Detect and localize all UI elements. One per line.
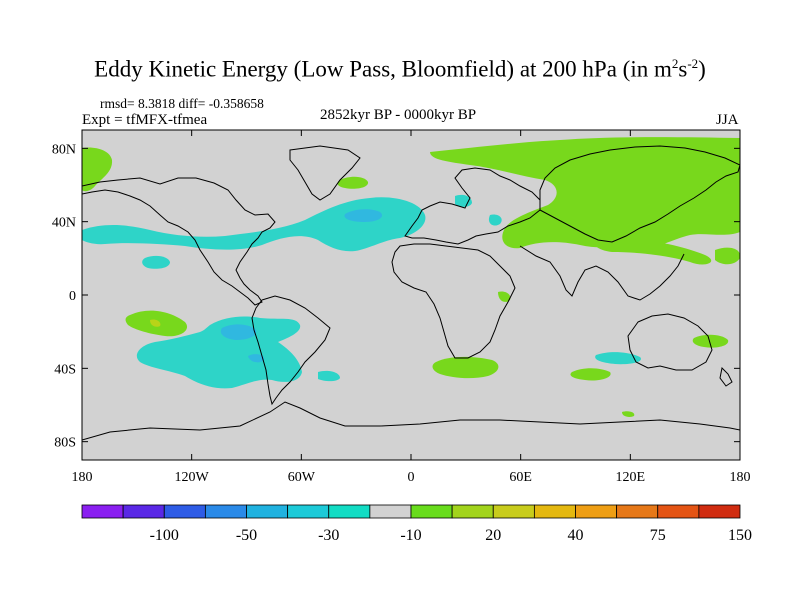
region-cyan-sa-small	[318, 370, 340, 382]
region-cyan-atlantic-small	[455, 194, 472, 207]
title-unit-s: s	[678, 56, 688, 82]
title-close-paren: )	[698, 56, 706, 82]
region-green-australia	[692, 334, 729, 348]
region-green-africa-small	[498, 291, 511, 302]
region-green-pacific-east	[715, 247, 740, 265]
x-tick-label: 120W	[175, 470, 210, 485]
colorbar-swatch	[698, 504, 741, 519]
coast-europe	[404, 167, 541, 245]
y-tick-label: 80N	[52, 142, 76, 157]
colorbar-swatch	[575, 504, 618, 519]
colorbar-swatch	[533, 504, 576, 519]
colorbar-label: -30	[318, 527, 339, 544]
colorbar-swatch	[246, 504, 289, 519]
y-tick-label: 40S	[54, 362, 76, 377]
stats-text: rmsd= 8.3818 diff= -0.358658	[100, 96, 264, 111]
coast-south-asia	[519, 245, 685, 301]
region-cyan-south-indian	[595, 352, 641, 365]
colorbar-swatch	[122, 504, 165, 519]
colorbar-swatch	[163, 504, 206, 519]
x-tick-label: 120E	[616, 470, 646, 485]
region-green-greenland	[337, 176, 369, 189]
x-tick-label: 180	[730, 470, 751, 485]
colorbar-swatch	[616, 504, 659, 519]
y-tick-label: 0	[69, 289, 76, 304]
colorbar: -100 -50 -30 -10 20 40 75 150	[81, 504, 752, 544]
region-yellow-spot	[150, 319, 161, 327]
x-tick-label: 0	[408, 470, 415, 485]
region-blue-atlantic-core	[344, 209, 383, 222]
y-tick-label: 40N	[52, 216, 76, 231]
coast-asia	[539, 145, 740, 243]
y-tick-label: 80S	[54, 436, 76, 451]
region-cyan-asia-small	[488, 214, 502, 226]
colorbar-label: 75	[650, 527, 666, 544]
region-green-arctic-canada	[82, 147, 113, 192]
colorbar-label: -10	[400, 527, 421, 544]
colorbar-swatch	[204, 504, 247, 519]
x-tick-label: 60E	[509, 470, 532, 485]
colorbar-swatch	[451, 504, 494, 519]
colorbar-swatch	[410, 504, 453, 519]
coastlines	[82, 145, 740, 441]
title-unit-exponent-2: -2	[687, 56, 699, 71]
period-label: 2852kyr BP - 0000kyr BP	[320, 107, 477, 123]
experiment-label: Expt = tfMFX-tfmea	[82, 112, 208, 128]
colorbar-swatch	[81, 504, 124, 519]
colorbar-label: 150	[728, 527, 752, 544]
colorbar-swatch	[492, 504, 535, 519]
region-blue-sa-core-2	[248, 354, 265, 363]
coast-africa	[391, 243, 516, 359]
title-text: Eddy Kinetic Energy (Low Pass, Bloomfiel…	[94, 56, 672, 82]
x-tick-label: 60W	[288, 470, 316, 485]
region-green-south-small	[622, 411, 635, 417]
colorbar-swatch	[657, 504, 700, 519]
region-green-siberia	[430, 137, 740, 249]
region-blue-sa-core	[220, 324, 257, 340]
colorbar-label: 20	[485, 527, 501, 544]
colorbar-label: 40	[568, 527, 584, 544]
region-cyan-south-america	[136, 316, 302, 389]
colorbar-swatch	[369, 504, 412, 519]
season-label: JJA	[716, 112, 739, 128]
region-green-south-africa	[432, 356, 499, 379]
colorbar-swatch	[328, 504, 371, 519]
region-cyan-pacific-north	[142, 255, 170, 269]
colorbar-label: -100	[150, 527, 179, 544]
colorbar-swatch	[287, 504, 330, 519]
map-axes: 180 120W 60W 0 60E 120E 180 80N 40N 0 40S 80S	[52, 130, 751, 485]
coast-south-america	[251, 295, 331, 406]
anomaly-regions	[82, 137, 740, 417]
coast-antarctica	[82, 401, 740, 441]
region-cyan-north-atlantic	[82, 197, 426, 252]
x-tick-label: 180	[72, 470, 93, 485]
coast-greenland	[289, 145, 361, 201]
coast-new-zealand	[719, 366, 733, 387]
coast-north-america	[82, 177, 276, 306]
region-green-south-indian	[570, 368, 611, 381]
colorbar-label: -50	[236, 527, 257, 544]
title-unit-exponent-1: 2	[671, 56, 679, 71]
coast-australia	[627, 313, 713, 371]
chart-title: Eddy Kinetic Energy (Low Pass, Bloomfiel…	[0, 56, 800, 83]
